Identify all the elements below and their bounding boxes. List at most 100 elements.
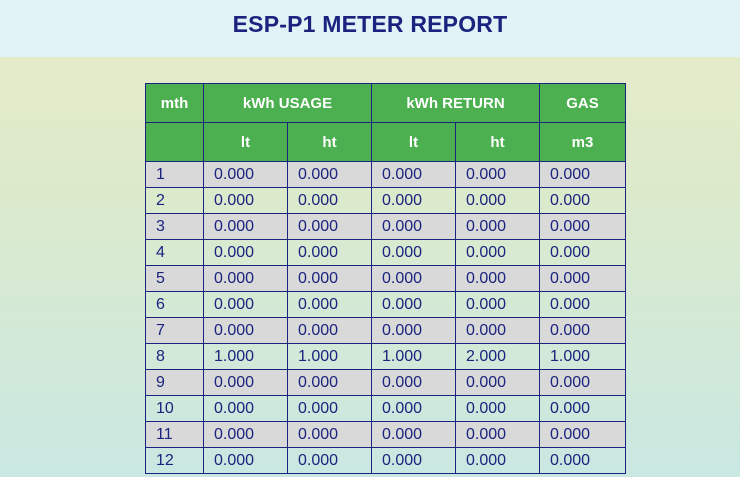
table-row: 5 0.000 0.000 0.000 0.000 0.000 bbox=[145, 265, 627, 292]
cell-month: 11 bbox=[145, 421, 204, 448]
cell-gas: 0.000 bbox=[539, 421, 627, 448]
header-return-lt: lt bbox=[371, 122, 456, 162]
report-table-container: mth kWh USAGE kWh RETURN GAS lt ht lt ht… bbox=[145, 83, 627, 474]
cell-usage-ht: 0.000 bbox=[287, 265, 372, 292]
table-row: 12 0.000 0.000 0.000 0.000 0.000 bbox=[145, 447, 627, 474]
cell-gas: 1.000 bbox=[539, 343, 627, 370]
header-row-groups: mth kWh USAGE kWh RETURN GAS bbox=[145, 83, 627, 123]
cell-usage-lt: 0.000 bbox=[203, 239, 288, 266]
cell-month: 8 bbox=[145, 343, 204, 370]
cell-usage-lt: 0.000 bbox=[203, 187, 288, 214]
header-kwh-usage: kWh USAGE bbox=[203, 83, 372, 123]
cell-return-ht: 0.000 bbox=[454, 395, 541, 422]
cell-gas: 0.000 bbox=[539, 213, 627, 240]
cell-usage-lt: 0.000 bbox=[203, 161, 288, 188]
cell-month: 6 bbox=[145, 291, 204, 318]
cell-usage-lt: 0.000 bbox=[203, 317, 288, 344]
cell-return-ht: 2.000 bbox=[454, 343, 541, 370]
cell-return-lt: 0.000 bbox=[371, 161, 456, 188]
cell-return-lt: 0.000 bbox=[371, 187, 456, 214]
cell-return-lt: 0.000 bbox=[371, 421, 456, 448]
cell-return-ht: 0.000 bbox=[454, 265, 541, 292]
cell-usage-lt: 0.000 bbox=[203, 291, 288, 318]
table-row: 7 0.000 0.000 0.000 0.000 0.000 bbox=[145, 317, 627, 344]
header-kwh-return: kWh RETURN bbox=[370, 83, 541, 123]
cell-gas: 0.000 bbox=[539, 187, 627, 214]
cell-usage-ht: 0.000 bbox=[287, 187, 372, 214]
cell-usage-ht: 0.000 bbox=[287, 213, 372, 240]
cell-usage-ht: 0.000 bbox=[287, 447, 372, 474]
cell-usage-ht: 0.000 bbox=[287, 317, 372, 344]
cell-usage-lt: 0.000 bbox=[203, 265, 288, 292]
cell-month: 3 bbox=[145, 213, 204, 240]
cell-usage-lt: 0.000 bbox=[203, 447, 288, 474]
table-row: 8 1.000 1.000 1.000 2.000 1.000 bbox=[145, 343, 627, 370]
cell-return-lt: 0.000 bbox=[371, 317, 456, 344]
cell-month: 7 bbox=[145, 317, 204, 344]
cell-usage-ht: 0.000 bbox=[287, 369, 372, 396]
cell-return-ht: 0.000 bbox=[454, 239, 541, 266]
cell-month: 10 bbox=[145, 395, 204, 422]
header-usage-ht: ht bbox=[287, 122, 372, 162]
header-empty bbox=[145, 122, 204, 162]
header-bar: ESP-P1 METER REPORT bbox=[0, 0, 740, 57]
cell-return-lt: 0.000 bbox=[371, 291, 456, 318]
cell-usage-ht: 0.000 bbox=[287, 291, 372, 318]
header-gas-unit: m3 bbox=[539, 122, 627, 162]
table-row: 9 0.000 0.000 0.000 0.000 0.000 bbox=[145, 369, 627, 396]
header-gas: GAS bbox=[539, 83, 627, 123]
cell-gas: 0.000 bbox=[539, 395, 627, 422]
meter-report-table: mth kWh USAGE kWh RETURN GAS lt ht lt ht… bbox=[145, 83, 627, 474]
cell-gas: 0.000 bbox=[539, 447, 627, 474]
table-row: 6 0.000 0.000 0.000 0.000 0.000 bbox=[145, 291, 627, 318]
cell-return-ht: 0.000 bbox=[454, 421, 541, 448]
cell-return-lt: 0.000 bbox=[371, 395, 456, 422]
cell-return-ht: 0.000 bbox=[454, 317, 541, 344]
cell-return-lt: 1.000 bbox=[371, 343, 456, 370]
cell-month: 4 bbox=[145, 239, 204, 266]
cell-return-lt: 0.000 bbox=[371, 239, 456, 266]
cell-usage-ht: 0.000 bbox=[287, 421, 372, 448]
cell-return-lt: 0.000 bbox=[371, 447, 456, 474]
table-row: 10 0.000 0.000 0.000 0.000 0.000 bbox=[145, 395, 627, 422]
header-usage-lt: lt bbox=[203, 122, 288, 162]
cell-usage-ht: 0.000 bbox=[287, 395, 372, 422]
cell-month: 1 bbox=[145, 161, 204, 188]
cell-return-ht: 0.000 bbox=[454, 447, 541, 474]
table-row: 3 0.000 0.000 0.000 0.000 0.000 bbox=[145, 213, 627, 240]
table-row: 4 0.000 0.000 0.000 0.000 0.000 bbox=[145, 239, 627, 266]
cell-usage-lt: 0.000 bbox=[203, 369, 288, 396]
cell-usage-lt: 0.000 bbox=[203, 421, 288, 448]
report-body: 1 0.000 0.000 0.000 0.000 0.000 2 0.000 0.000 0.0… bbox=[145, 161, 627, 474]
cell-return-ht: 0.000 bbox=[454, 213, 541, 240]
header-return-ht: ht bbox=[454, 122, 541, 162]
cell-return-ht: 0.000 bbox=[454, 291, 541, 318]
cell-usage-lt: 1.000 bbox=[203, 343, 288, 370]
cell-month: 2 bbox=[145, 187, 204, 214]
header-mth: mth bbox=[145, 83, 204, 123]
cell-gas: 0.000 bbox=[539, 161, 627, 188]
cell-gas: 0.000 bbox=[539, 317, 627, 344]
cell-usage-ht: 0.000 bbox=[287, 161, 372, 188]
cell-usage-lt: 0.000 bbox=[203, 213, 288, 240]
cell-return-lt: 0.000 bbox=[371, 213, 456, 240]
page-title: ESP-P1 METER REPORT bbox=[232, 11, 508, 37]
cell-return-ht: 0.000 bbox=[454, 161, 541, 188]
header-row-units: lt ht lt ht m3 bbox=[145, 122, 627, 162]
cell-usage-ht: 1.000 bbox=[287, 343, 372, 370]
cell-return-lt: 0.000 bbox=[371, 265, 456, 292]
cell-month: 12 bbox=[145, 447, 204, 474]
table-row: 1 0.000 0.000 0.000 0.000 0.000 bbox=[145, 161, 627, 188]
cell-gas: 0.000 bbox=[539, 239, 627, 266]
table-row: 2 0.000 0.000 0.000 0.000 0.000 bbox=[145, 187, 627, 214]
cell-gas: 0.000 bbox=[539, 265, 627, 292]
cell-month: 5 bbox=[145, 265, 204, 292]
cell-return-ht: 0.000 bbox=[454, 187, 541, 214]
cell-usage-ht: 0.000 bbox=[287, 239, 372, 266]
table-row: 11 0.000 0.000 0.000 0.000 0.000 bbox=[145, 421, 627, 448]
cell-return-lt: 0.000 bbox=[371, 369, 456, 396]
cell-month: 9 bbox=[145, 369, 204, 396]
cell-gas: 0.000 bbox=[539, 291, 627, 318]
cell-usage-lt: 0.000 bbox=[203, 395, 288, 422]
cell-return-ht: 0.000 bbox=[454, 369, 541, 396]
